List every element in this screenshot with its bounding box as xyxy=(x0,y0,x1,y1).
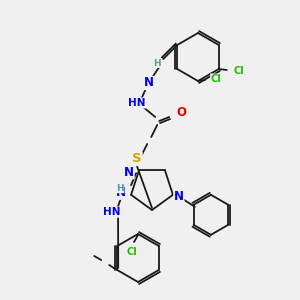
Text: N: N xyxy=(124,166,134,179)
Text: Cl: Cl xyxy=(127,247,137,257)
Text: Cl: Cl xyxy=(233,66,244,76)
Text: S: S xyxy=(132,152,142,166)
Text: N: N xyxy=(174,190,184,203)
Text: H: H xyxy=(116,184,124,193)
Text: H: H xyxy=(153,58,161,68)
Text: HN: HN xyxy=(103,207,121,217)
Text: Cl: Cl xyxy=(211,74,221,84)
Text: HN: HN xyxy=(128,98,146,108)
Text: N: N xyxy=(116,186,126,199)
Text: O: O xyxy=(176,106,186,119)
Text: N: N xyxy=(144,76,154,89)
